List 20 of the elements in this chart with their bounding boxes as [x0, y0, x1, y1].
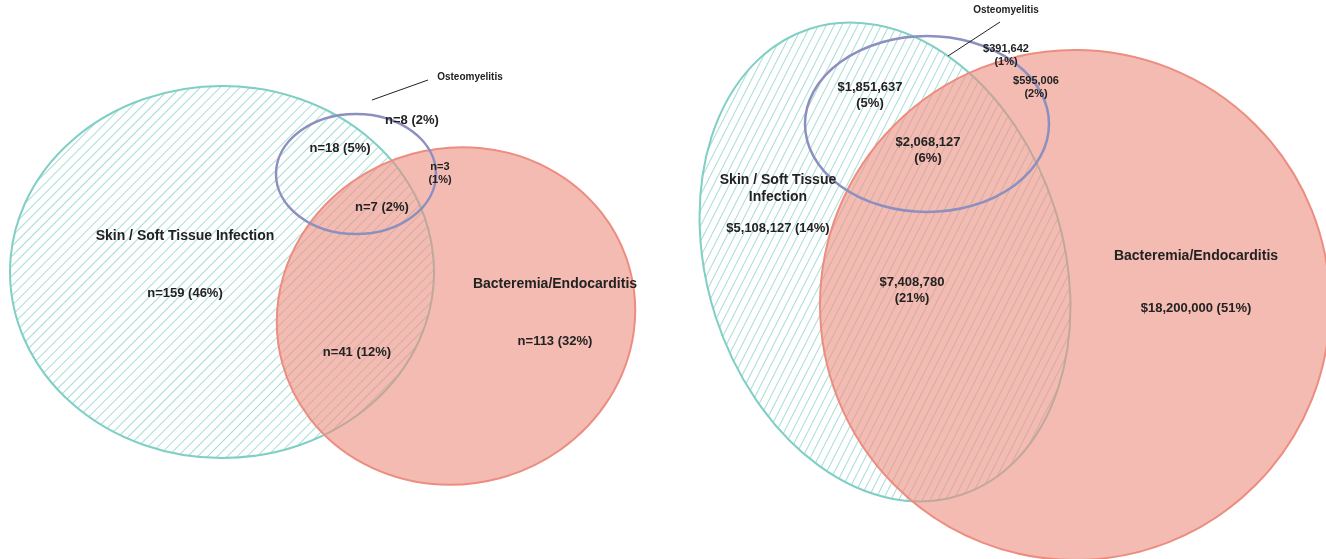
text: $1,851,637 (5%) [837, 79, 903, 110]
text: n=3 (1%) [428, 160, 452, 186]
category-label: Skin / Soft Tissue Infection [719, 171, 837, 204]
data-label: $391,642 (1%) [983, 42, 1029, 68]
text: $7,408,780 (21%) [879, 274, 945, 305]
text: n=41 (12%) [322, 344, 392, 359]
data-label: $5,108,127 (14%) [726, 220, 830, 235]
data-label: $18,200,000 (51%) [1140, 300, 1252, 315]
category-label: Skin / Soft Tissue Infection [95, 227, 275, 243]
category-label: Osteomyelitis [973, 4, 1040, 15]
text: $2,068,127 (6%) [895, 134, 961, 165]
text: n=7 (2%) [355, 199, 409, 214]
data-label: n=113 (32%) [517, 333, 593, 348]
text: $595,006 (2%) [1013, 74, 1059, 100]
data-label: n=8 (2%) [385, 112, 439, 127]
category-label: Osteomyelitis [437, 71, 504, 82]
category-label: Bacteremia/Endocarditis [472, 275, 638, 291]
category-label: Bacteremia/Endocarditis [1113, 247, 1279, 263]
text: n=18 (5%) [309, 140, 371, 155]
data-label: n=159 (46%) [147, 285, 223, 300]
